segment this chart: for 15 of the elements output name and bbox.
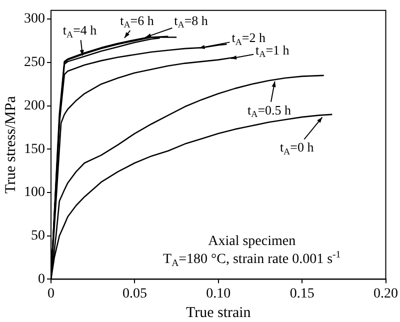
annotation: Axial specimen xyxy=(208,234,296,249)
y-tick-label: 300 xyxy=(24,12,45,27)
x-tick-label: 0.05 xyxy=(122,286,147,302)
x-tick-label: 0.10 xyxy=(206,286,231,302)
y-tick-label: 100 xyxy=(24,185,45,200)
y-tick-label: 50 xyxy=(31,228,45,244)
y-tick-label: 200 xyxy=(24,98,45,114)
y-tick-label: 250 xyxy=(24,55,45,70)
y-tick-label: 150 xyxy=(24,142,45,157)
y-tick-label: 0 xyxy=(38,272,45,287)
y-axis-title: True stress/MPa xyxy=(2,96,19,194)
x-tick-label: 0 xyxy=(48,286,54,302)
x-axis-title: True strain xyxy=(186,304,252,321)
x-tick-label: 0.20 xyxy=(374,286,398,302)
x-tick-label: 0.15 xyxy=(290,286,314,302)
